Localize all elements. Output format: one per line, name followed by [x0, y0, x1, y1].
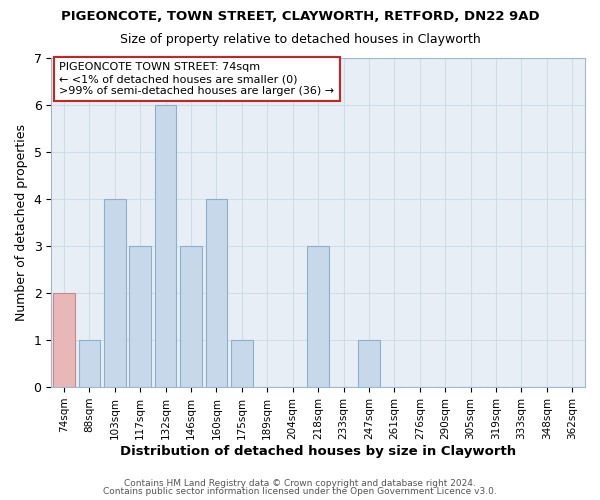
- Bar: [79, 340, 100, 387]
- Bar: [53, 293, 75, 387]
- Bar: [180, 246, 202, 387]
- X-axis label: Distribution of detached houses by size in Clayworth: Distribution of detached houses by size …: [120, 444, 516, 458]
- Text: Size of property relative to detached houses in Clayworth: Size of property relative to detached ho…: [119, 32, 481, 46]
- Text: PIGEONCOTE, TOWN STREET, CLAYWORTH, RETFORD, DN22 9AD: PIGEONCOTE, TOWN STREET, CLAYWORTH, RETF…: [61, 10, 539, 23]
- Text: Contains public sector information licensed under the Open Government Licence v3: Contains public sector information licen…: [103, 487, 497, 496]
- Text: Contains HM Land Registry data © Crown copyright and database right 2024.: Contains HM Land Registry data © Crown c…: [124, 478, 476, 488]
- Bar: [206, 199, 227, 387]
- Bar: [231, 340, 253, 387]
- Bar: [155, 104, 176, 387]
- Bar: [307, 246, 329, 387]
- Bar: [358, 340, 380, 387]
- Bar: [130, 246, 151, 387]
- Y-axis label: Number of detached properties: Number of detached properties: [15, 124, 28, 321]
- Text: PIGEONCOTE TOWN STREET: 74sqm
← <1% of detached houses are smaller (0)
>99% of s: PIGEONCOTE TOWN STREET: 74sqm ← <1% of d…: [59, 62, 334, 96]
- Bar: [104, 199, 125, 387]
